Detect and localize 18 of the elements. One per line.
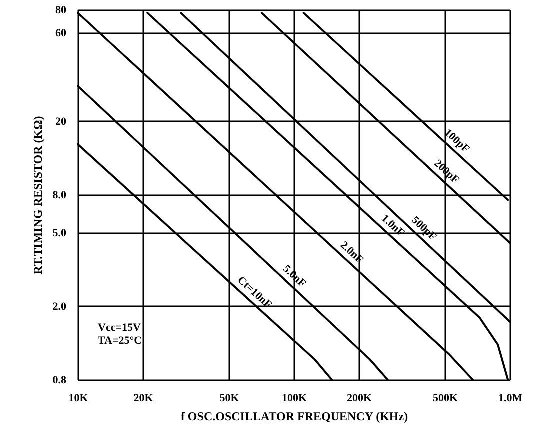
y-tick-label: 20: [56, 116, 67, 128]
y-tick-label: 80: [56, 4, 67, 16]
y-tick-label: 8.0: [52, 190, 67, 202]
x-tick-label: 1.0M: [498, 392, 524, 404]
x-axis-title: f OSC.OSCILLATOR FREQUENCY (KHz): [180, 410, 408, 424]
y-tick-label: 60: [56, 28, 67, 40]
y-tick-label: 5.0: [52, 227, 67, 240]
annotation: Vcc=15V: [98, 322, 141, 334]
x-tick-label: 500K: [432, 392, 458, 404]
x-tick-label: 20K: [134, 392, 154, 404]
x-tick-label: 50K: [220, 392, 240, 404]
x-tick-label: 10K: [68, 392, 89, 404]
annotation: TA=25°C: [98, 335, 142, 347]
x-tick-label: 100K: [282, 392, 308, 404]
y-axis-title: RT.TIMING RESISTOR (KΩ): [30, 116, 45, 275]
y-tick-label: 2.0: [52, 300, 67, 313]
y-tick-label: 0.8: [52, 374, 67, 386]
x-tick-label: 200K: [346, 392, 372, 404]
